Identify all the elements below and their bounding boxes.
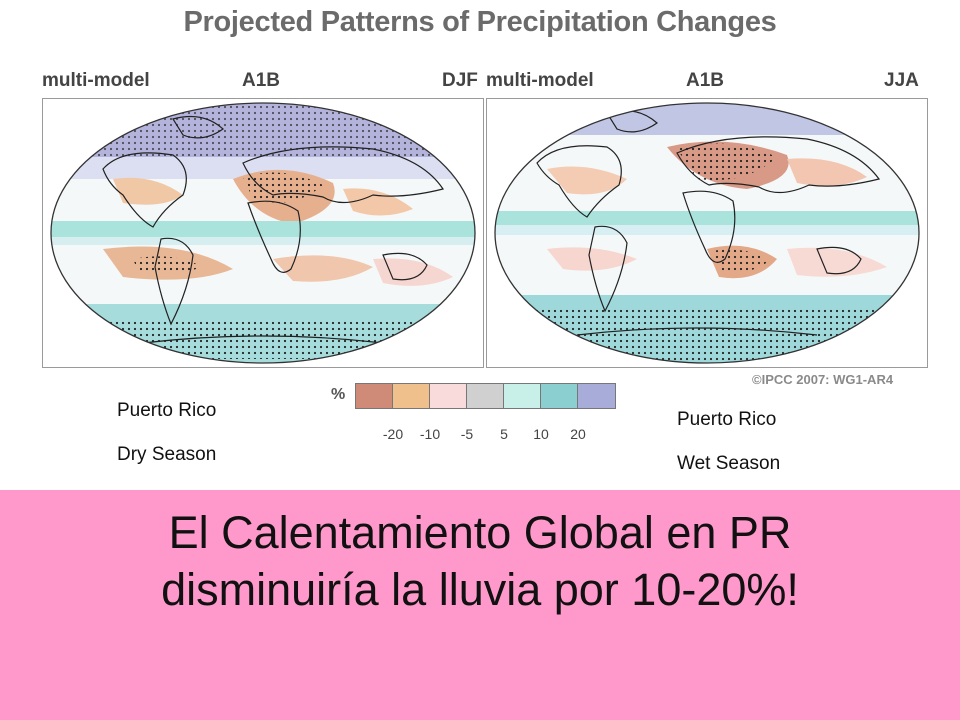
- panel-model-label: multi-model: [42, 70, 150, 91]
- legend-tick-label: 20: [570, 426, 586, 442]
- legend-swatch: [541, 384, 578, 408]
- panel-header-jja: multi-model A1B JJA: [486, 70, 926, 96]
- legend-swatch: [504, 384, 541, 408]
- legend-tick-label: 5: [500, 426, 508, 442]
- panel-season-label: DJF: [442, 70, 478, 91]
- legend-tick-label: 10: [533, 426, 549, 442]
- legend-unit: %: [331, 386, 346, 403]
- wet-season-label: Wet Season: [677, 453, 781, 474]
- panel-header-djf: multi-model A1B DJF: [42, 70, 482, 96]
- dry-season-label: Dry Season: [117, 444, 217, 465]
- headline: El Calentamiento Global en PR disminuirí…: [0, 504, 960, 618]
- legend-swatch: [356, 384, 393, 408]
- headline-line-2: disminuiría la lluvia por 10-20%!: [161, 564, 799, 615]
- legend-tick-label: -10: [419, 426, 441, 442]
- ipcc-credit: ©IPCC 2007: WG1-AR4: [752, 372, 894, 387]
- headline-line-1: El Calentamiento Global en PR: [168, 507, 792, 558]
- panel-season-label: JJA: [884, 70, 919, 91]
- panel-model-label: multi-model: [486, 70, 594, 91]
- legend-tick-label: -20: [382, 426, 404, 442]
- slide-title: Projected Patterns of Precipitation Chan…: [183, 6, 777, 38]
- panel-scenario-label: A1B: [686, 70, 725, 91]
- precip-map-jja: [486, 98, 928, 368]
- precip-map-djf: [42, 98, 484, 368]
- legend-swatch: [393, 384, 430, 408]
- panel-scenario-label: A1B: [242, 70, 281, 91]
- legend-swatch: [467, 384, 504, 408]
- headline-band: [0, 490, 960, 720]
- legend-tick-label: -5: [460, 426, 474, 442]
- wet-season-place: Puerto Rico: [677, 409, 777, 430]
- dry-season-place: Puerto Rico: [117, 400, 217, 421]
- legend-color-bar: [355, 383, 616, 409]
- legend-swatch: [578, 384, 615, 408]
- legend-swatch: [430, 384, 467, 408]
